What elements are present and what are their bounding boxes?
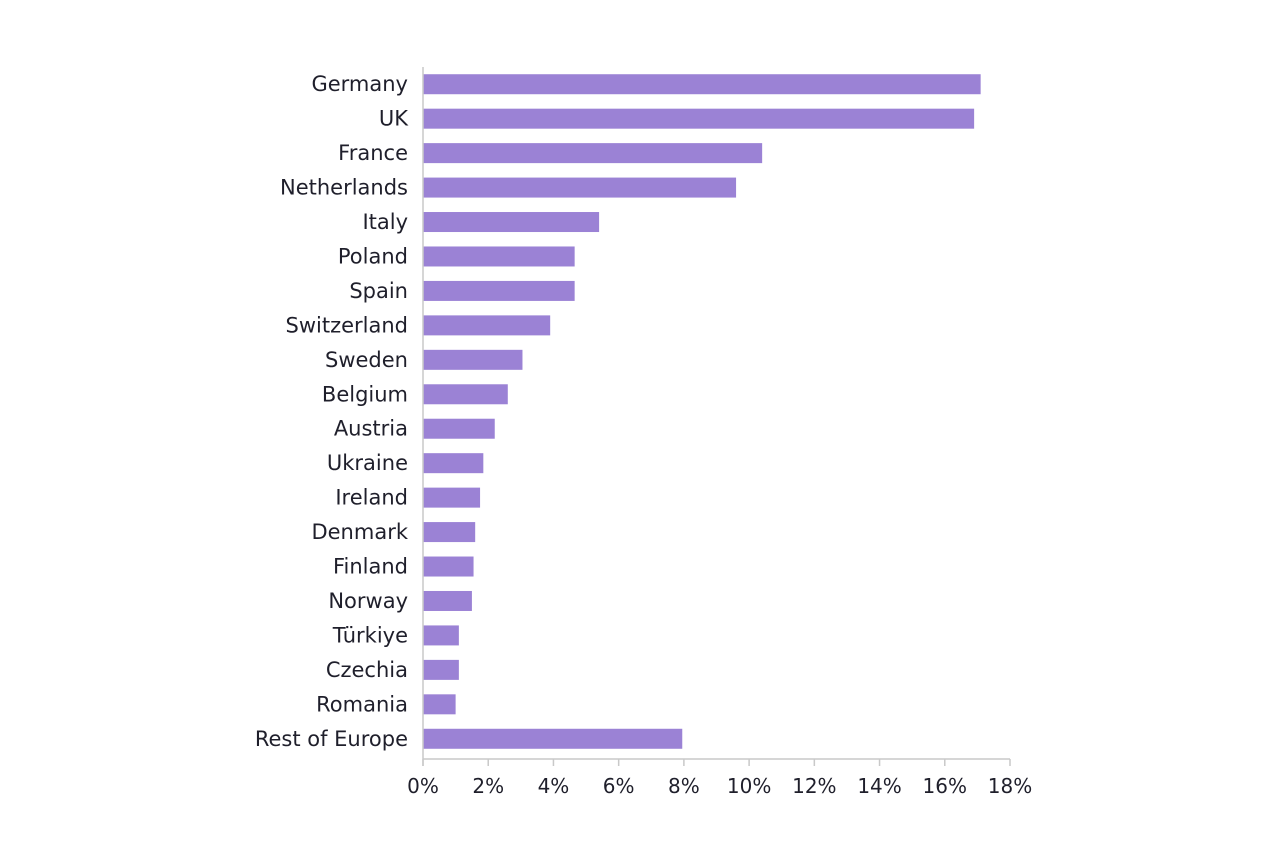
- x-tick-label: 14%: [857, 774, 901, 798]
- category-label: Sweden: [325, 348, 408, 372]
- bar-rest-of-europe: [423, 728, 683, 749]
- bar-belgium: [423, 384, 508, 405]
- category-label: Czechia: [326, 658, 408, 682]
- category-label: France: [338, 141, 408, 165]
- category-label: Finland: [333, 555, 408, 579]
- x-axis-ticks: 0% 2% 4% 6% 8% 10% 12% 14% 16% 18%: [407, 759, 1032, 798]
- category-label: Netherlands: [280, 176, 408, 200]
- bar-netherlands: [423, 177, 737, 198]
- x-tick-label: 2%: [472, 774, 504, 798]
- bar-france: [423, 143, 763, 164]
- bar-poland: [423, 246, 575, 267]
- category-label: Ireland: [335, 486, 408, 510]
- x-tick-label: 4%: [538, 774, 570, 798]
- x-tick-label: 12%: [792, 774, 836, 798]
- bar-ireland: [423, 487, 481, 508]
- category-label: Norway: [328, 589, 408, 613]
- x-tick-label: 8%: [668, 774, 700, 798]
- bar-uk: [423, 108, 975, 129]
- category-labels: Germany UK France Netherlands Italy Poland Spa…: [255, 72, 409, 751]
- x-tick-label: 16%: [923, 774, 967, 798]
- category-label: Italy: [362, 210, 408, 234]
- category-label: Germany: [311, 72, 408, 96]
- bar-romania: [423, 694, 456, 715]
- bar-sweden: [423, 349, 523, 370]
- bar-norway: [423, 590, 472, 611]
- category-label: Belgium: [322, 382, 408, 406]
- bar-spain: [423, 280, 575, 301]
- bar-switzerland: [423, 315, 551, 336]
- bars-group: [423, 74, 981, 749]
- category-label: Denmark: [311, 520, 408, 544]
- category-label: Rest of Europe: [255, 727, 408, 751]
- x-tick-label: 0%: [407, 774, 439, 798]
- category-label: Austria: [334, 417, 408, 441]
- category-label: Spain: [349, 279, 408, 303]
- x-tick-label: 18%: [988, 774, 1032, 798]
- category-label: Türkiye: [332, 623, 408, 647]
- bar-finland: [423, 556, 474, 577]
- bar-t-rkiye: [423, 625, 459, 646]
- category-label: UK: [379, 107, 409, 131]
- x-tick-label: 10%: [727, 774, 771, 798]
- category-label: Romania: [316, 692, 408, 716]
- category-label: Poland: [338, 244, 408, 268]
- bar-denmark: [423, 522, 476, 543]
- bar-italy: [423, 212, 600, 233]
- bar-czechia: [423, 659, 459, 680]
- bar-austria: [423, 418, 495, 439]
- x-tick-label: 6%: [603, 774, 635, 798]
- category-label: Switzerland: [286, 313, 409, 337]
- bar-germany: [423, 74, 981, 95]
- bar-ukraine: [423, 453, 484, 474]
- category-label: Ukraine: [327, 451, 408, 475]
